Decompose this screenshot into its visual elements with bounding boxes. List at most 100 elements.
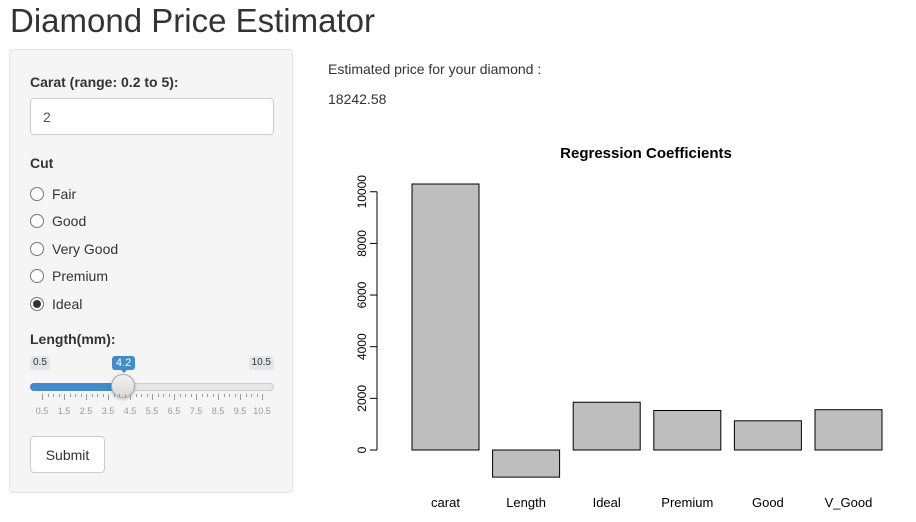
slider-tick [42,394,43,400]
x-tick-label: Ideal [593,495,621,510]
bar-premium [653,409,722,451]
slider-tick [124,394,126,397]
slider-max-label: 10.5 [248,356,274,370]
carat-label: Carat (range: 0.2 to 5): [30,74,179,90]
length-slider[interactable]: 0.5 10.5 4.2 0.5 1.5 2.5 3.5 4.5 5.5 6.5 7.5 8.5… [30,352,274,422]
slider-tick [97,394,98,397]
slider-tick [168,394,170,397]
slider-tick [47,394,49,397]
cut-option-good[interactable]: Good [30,208,118,236]
slider-tick [69,394,71,397]
estimate-label: Estimated price for your diamond : [328,61,542,77]
slider-value-label: 4.2 [111,356,136,373]
app-title: Diamond Price Estimator [10,2,375,39]
submit-button[interactable]: Submit [30,436,105,473]
radio-button[interactable] [30,241,44,256]
slider-tick [251,394,252,397]
slider-tick [179,394,181,397]
slider-tick [102,394,104,397]
slider-tick [141,394,142,397]
radio-label: Fair [52,185,77,202]
radio-label: Ideal [52,295,83,312]
cut-option-ideal[interactable]: Ideal [30,290,118,318]
slider-tick [152,394,153,400]
regression-coefficients-chart: Regression Coefficients 0 2000 4000 6000 8000… [355,145,883,510]
cut-option-premium[interactable]: Premium [30,263,118,291]
slider-tick [201,394,203,397]
slider-tick [75,394,76,397]
slider-tick-label: 2.5 [79,406,93,416]
cut-option-very-good[interactable]: Very Good [30,235,118,263]
bar-length [492,449,561,478]
slider-track-fill [30,383,124,391]
slider-min-label: 0.5 [30,356,50,370]
slider-tick [190,394,192,397]
slider-tick [240,394,241,400]
slider-tick-label: 5.5 [145,406,159,416]
x-tick-label: carat [431,495,460,510]
y-tick-label: 4000 [355,333,369,360]
radio-label: Good [52,213,87,230]
x-tick-label: Good [752,495,784,510]
slider-tick-label: 9.5 [233,406,247,416]
slider-tick [218,394,219,400]
slider-tick [135,394,137,397]
cut-option-fair[interactable]: Fair [30,180,118,208]
cut-label: Cut [30,155,54,171]
slider-tick [91,394,93,397]
slider-ticks [30,394,274,404]
slider-tick [196,394,197,400]
slider-tick-label: 0.5 [35,406,49,416]
carat-input[interactable] [30,98,274,135]
radio-button[interactable] [30,214,44,229]
slider-tick-label: 1.5 [57,406,71,416]
x-tick-label: V_Good [825,495,873,510]
y-tick-label: 8000 [355,230,369,257]
slider-tick [262,394,263,400]
slider-tick [58,394,60,397]
slider-tick [212,394,214,397]
y-tick-label: 2000 [355,385,369,412]
slider-handle[interactable] [111,374,136,398]
slider-tick [256,394,258,397]
slider-tick [174,394,175,400]
slider-tick [185,394,186,397]
cut-radio-group: Fair Good Very Good Premium Ideal [30,180,118,318]
slider-tick [223,394,225,397]
slider-tick [146,394,148,397]
radio-label: Premium [52,268,109,285]
sidebar-panel: Carat (range: 0.2 to 5): Cut Fair Good Ver… [9,49,293,493]
slider-tick [245,394,247,397]
bar-carat [411,183,480,451]
slider-tick-label: 10.5 [253,406,271,416]
x-tick-label: Premium [661,495,713,510]
slider-tick [80,394,82,397]
radio-button[interactable] [30,186,44,201]
y-tick-label: 6000 [355,281,369,308]
slider-tick [86,394,87,400]
y-tick-label: 0 [355,446,369,453]
radio-button[interactable] [30,296,44,311]
radio-label: Very Good [52,240,119,257]
length-label: Length(mm): [30,331,116,347]
slider-tick [53,394,54,397]
x-tick-label: Length [506,495,546,510]
slider-tick-label: 7.5 [189,406,203,416]
slider-tick-label: 6.5 [167,406,181,416]
slider-tick [113,394,115,397]
slider-tick-label: 3.5 [101,406,115,416]
slider-tick-label: 8.5 [211,406,225,416]
y-tick-label: 10000 [355,175,369,209]
slider-tick [157,394,159,397]
chart-title: Regression Coefficients [560,145,732,162]
bar-ideal [572,401,641,451]
slider-tick [234,394,236,397]
radio-button[interactable] [30,269,44,284]
slider-tick [130,394,131,400]
bar-v_good [814,409,883,451]
slider-tick [207,394,208,397]
slider-tick [64,394,65,400]
slider-tick [119,394,120,397]
slider-tick [163,394,164,397]
estimate-value: 18242.58 [328,91,387,107]
